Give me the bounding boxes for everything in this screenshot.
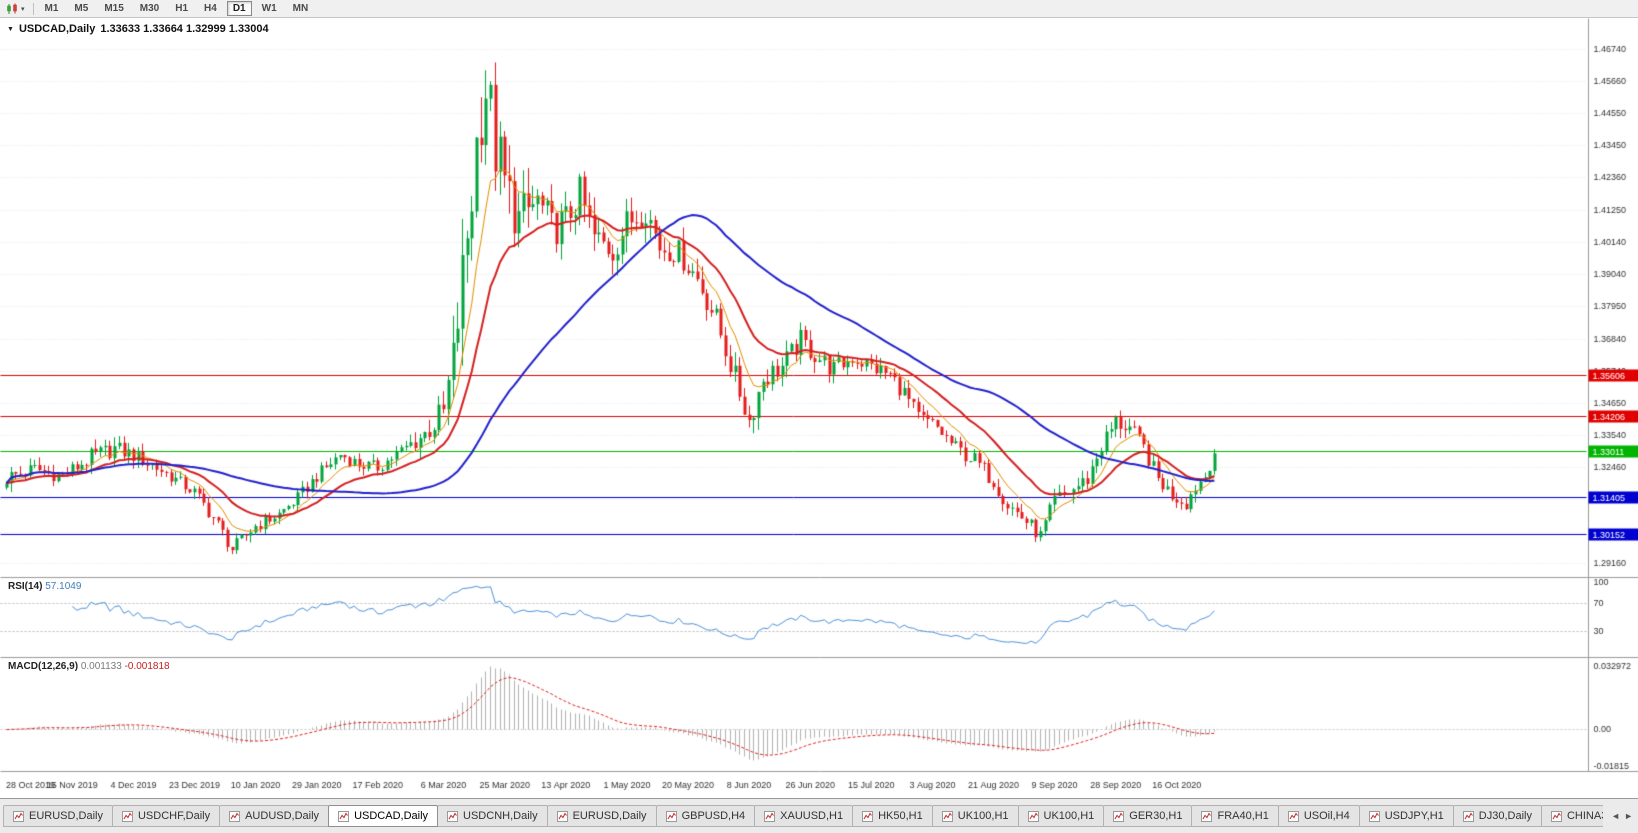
toolbar-separator xyxy=(32,2,34,15)
price-chart-canvas[interactable] xyxy=(0,18,1638,798)
tab-label: USDCAD,Daily xyxy=(354,810,429,822)
symbol-tab-fra40-h1[interactable]: FRA40,H1 xyxy=(1191,805,1279,827)
timeframe-button-w1[interactable]: W1 xyxy=(261,3,277,14)
tab-chart-icon xyxy=(556,810,568,822)
chart-title: ▼ USDCAD,Daily 1.33633 1.33664 1.32999 1… xyxy=(7,23,269,35)
tab-chart-icon xyxy=(338,810,350,822)
tab-chart-icon xyxy=(665,810,677,822)
symbol-tab-gbpusd-h4[interactable]: GBPUSD,H4 xyxy=(655,805,756,827)
tab-chart-icon xyxy=(1113,810,1125,822)
macd-name: MACD(12,26,9) xyxy=(8,661,79,672)
timeframe-button-d1[interactable]: D1 xyxy=(226,1,252,16)
macd-signal-value: -0.001818 xyxy=(124,661,170,672)
tab-label: DJ30,Daily xyxy=(1478,810,1532,822)
chart-type-button[interactable]: ▾ xyxy=(3,1,28,17)
tab-label: UK100,H1 xyxy=(1043,810,1095,822)
rsi-indicator-label: RSI(14) 57.1049 xyxy=(8,581,81,592)
tab-chart-icon xyxy=(1550,810,1562,822)
tab-label: GBPUSD,H4 xyxy=(681,810,746,822)
chart-symbol-label: USDCAD,Daily xyxy=(18,23,96,35)
collapse-chart-icon[interactable]: ▼ xyxy=(7,25,14,33)
tab-scroll-right-button[interactable]: ► xyxy=(1624,810,1633,821)
timeframe-button-h1[interactable]: H1 xyxy=(175,3,189,14)
timeframe-group: M1 M5 M15 M30 H1 H4 D1 W1 MN xyxy=(39,1,315,16)
tab-scroll-left-button[interactable]: ◄ xyxy=(1611,810,1621,821)
tab-chart-icon xyxy=(1201,810,1213,822)
tab-label: EURUSD,Daily xyxy=(572,810,647,822)
tab-chart-icon xyxy=(764,810,776,822)
tab-chart-icon xyxy=(941,810,953,822)
tab-scroll-arrows: ◄ ► xyxy=(1603,799,1638,833)
symbol-tab-xauusd-h1[interactable]: XAUUSD,H1 xyxy=(754,805,854,827)
tab-label: FRA40,H1 xyxy=(1217,810,1269,822)
tab-label: USDCHF,Daily xyxy=(137,810,211,822)
tab-label: EURUSD,Daily xyxy=(29,810,103,822)
timeframe-button-mn[interactable]: MN xyxy=(292,3,309,14)
macd-indicator-label: MACD(12,26,9) 0.001133 -0.001818 xyxy=(8,661,170,672)
symbol-tabbar: EURUSD,Daily USDCHF,Daily AUDUSD,Daily USDC… xyxy=(0,798,1638,833)
chart-panel[interactable]: ▼ USDCAD,Daily 1.33633 1.33664 1.32999 1… xyxy=(0,18,1638,798)
tab-chart-icon xyxy=(1368,810,1380,822)
tab-label: USDCNH,Daily xyxy=(463,810,538,822)
symbol-tab-audusd-daily[interactable]: AUDUSD,Daily xyxy=(219,805,330,827)
tab-chart-icon xyxy=(229,810,241,822)
tab-label: GER30,H1 xyxy=(1129,810,1183,822)
symbol-tabs: EURUSD,Daily USDCHF,Daily AUDUSD,Daily USDC… xyxy=(3,805,1638,827)
symbol-tab-hk50-h1[interactable]: HK50,H1 xyxy=(852,805,933,827)
tab-label: HK50,H1 xyxy=(878,810,923,822)
tab-label: XAUUSD,H1 xyxy=(780,810,844,822)
tab-chart-icon xyxy=(13,810,24,822)
symbol-tab-uk100-h1[interactable]: UK100,H1 xyxy=(931,805,1019,827)
symbol-tab-uk100-h1[interactable]: UK100,H1 xyxy=(1017,805,1105,827)
symbol-tab-usdcnh-daily[interactable]: USDCNH,Daily xyxy=(437,805,548,827)
tab-label: AUDUSD,Daily xyxy=(245,810,320,822)
symbol-tab-usdchf-daily[interactable]: USDCHF,Daily xyxy=(111,805,221,827)
rsi-name: RSI(14) xyxy=(8,581,43,592)
tab-chart-icon xyxy=(1027,810,1039,822)
symbol-tab-usdjpy-h1[interactable]: USDJPY,H1 xyxy=(1358,805,1454,827)
timeframe-button-m30[interactable]: M30 xyxy=(139,3,160,14)
symbol-tab-ger30-h1[interactable]: GER30,H1 xyxy=(1103,805,1193,827)
symbol-tab-usoil-h4[interactable]: USOil,H4 xyxy=(1277,805,1360,827)
timeframe-button-m5[interactable]: M5 xyxy=(74,3,89,14)
timeframe-toolbar: ▾ M1 M5 M15 M30 H1 H4 D1 W1 MN xyxy=(0,0,1638,18)
tab-label: USOil,H4 xyxy=(1303,810,1350,822)
tab-label: UK100,H1 xyxy=(957,810,1009,822)
tab-chart-icon xyxy=(121,810,133,822)
timeframe-button-m15[interactable]: M15 xyxy=(104,3,124,14)
symbol-tab-eurusd-daily[interactable]: EURUSD,Daily xyxy=(3,805,113,827)
timeframe-button-h4[interactable]: H4 xyxy=(204,3,217,14)
candlestick-chart-icon xyxy=(7,3,17,14)
tab-chart-icon xyxy=(862,810,874,822)
chart-ohlc-values: 1.33633 1.33664 1.32999 1.33004 xyxy=(100,23,269,35)
symbol-tab-dj30-daily[interactable]: DJ30,Daily xyxy=(1452,805,1542,827)
macd-main-value: 0.001133 xyxy=(80,661,122,672)
timeframe-button-m1[interactable]: M1 xyxy=(44,3,59,14)
symbol-tab-eurusd-daily[interactable]: EURUSD,Daily xyxy=(546,805,657,827)
tab-chart-icon xyxy=(447,810,459,822)
chevron-down-icon: ▾ xyxy=(21,5,25,13)
tab-label: USDJPY,H1 xyxy=(1384,810,1444,822)
rsi-value: 57.1049 xyxy=(45,581,82,592)
tab-chart-icon xyxy=(1287,810,1299,822)
tab-chart-icon xyxy=(1462,810,1474,822)
symbol-tab-usdcad-daily[interactable]: USDCAD,Daily xyxy=(328,805,439,827)
